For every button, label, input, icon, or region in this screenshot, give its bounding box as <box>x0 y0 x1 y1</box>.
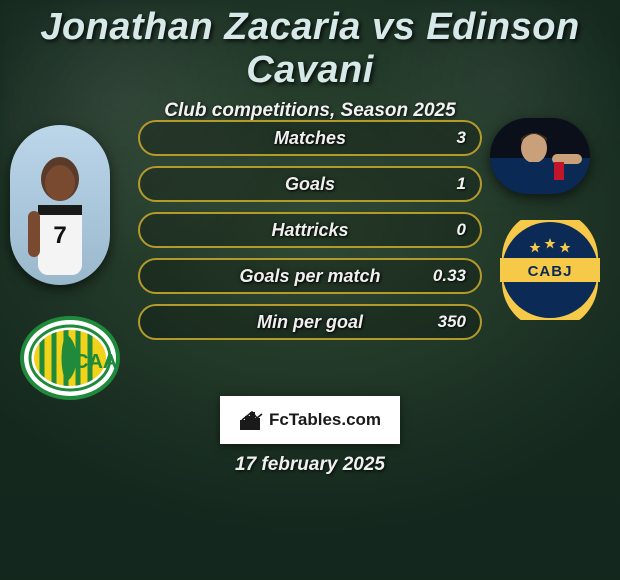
brand-chart-icon <box>239 409 265 431</box>
badge-right-text: CABJ <box>528 263 573 280</box>
date-text: 17 february 2025 <box>0 454 620 476</box>
player-right-illustration <box>490 118 590 194</box>
player-left-photo: 7 <box>10 125 110 285</box>
page-title: Jonathan Zacaria vs Edinson Cavani <box>0 0 620 92</box>
club-badge-left: CAA <box>20 316 120 400</box>
stats-list: Matches 3 Goals 1 Hattricks 0 Goals per … <box>138 120 482 350</box>
badge-left-svg: CAA <box>20 316 120 400</box>
stat-label: Goals <box>140 174 480 195</box>
stat-label: Matches <box>140 128 480 149</box>
stat-value-right: 0.33 <box>433 266 466 286</box>
brand-text: FcTables.com <box>269 410 381 430</box>
stat-value-right: 1 <box>457 174 466 194</box>
stat-label: Hattricks <box>140 220 480 241</box>
stat-row: Min per goal 350 <box>138 304 482 340</box>
brand-box: FcTables.com <box>220 396 400 444</box>
comparison-card: Jonathan Zacaria vs Edinson Cavani Club … <box>0 0 620 580</box>
badge-right-svg: CABJ <box>500 220 600 320</box>
svg-text:7: 7 <box>53 222 66 249</box>
stat-value-right: 3 <box>457 128 466 148</box>
stat-label: Min per goal <box>140 312 480 333</box>
club-badge-right: CABJ <box>500 220 600 320</box>
stat-row: Hattricks 0 <box>138 212 482 248</box>
stat-row: Goals per match 0.33 <box>138 258 482 294</box>
stat-value-right: 0 <box>457 220 466 240</box>
badge-left-text: CAA <box>74 351 117 373</box>
stat-value-right: 350 <box>438 312 466 332</box>
stat-label: Goals per match <box>140 266 480 287</box>
stat-row: Matches 3 <box>138 120 482 156</box>
player-left-illustration: 7 <box>10 125 110 285</box>
player-right-photo <box>490 118 590 194</box>
stat-row: Goals 1 <box>138 166 482 202</box>
